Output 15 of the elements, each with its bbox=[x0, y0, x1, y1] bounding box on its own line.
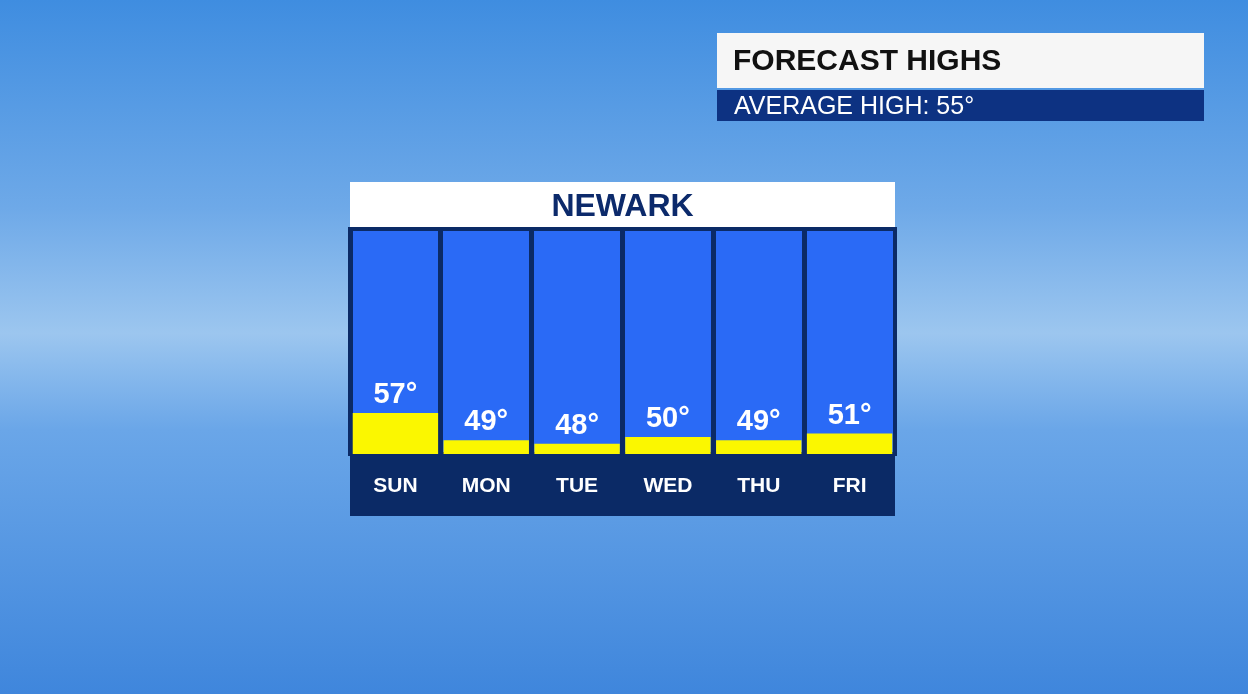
data-label: 49° bbox=[736, 404, 781, 437]
x-tick-label: THU bbox=[737, 472, 781, 496]
data-label: 51° bbox=[827, 397, 872, 430]
x-tick-label: MON bbox=[461, 472, 511, 496]
x-tick-label: SUN bbox=[373, 472, 418, 496]
text: NEWARK bbox=[551, 186, 694, 225]
x-tick-label: WED bbox=[643, 472, 693, 496]
chart-subtitle: AVERAGE HIGH: 55° bbox=[734, 91, 975, 119]
data-label: 57° bbox=[373, 377, 418, 410]
x-tick-label: FRI bbox=[832, 472, 867, 496]
chart-title: FORECAST HIGHS bbox=[733, 43, 1002, 76]
x-tick-label: TUE bbox=[556, 472, 599, 496]
data-label: 49° bbox=[464, 404, 509, 437]
data-label: 50° bbox=[645, 400, 690, 433]
data-label: 48° bbox=[555, 407, 600, 440]
